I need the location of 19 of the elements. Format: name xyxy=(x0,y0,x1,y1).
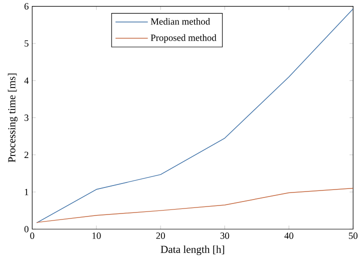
x-tick-label: 50 xyxy=(348,232,358,239)
y-tick-label: 0 xyxy=(24,226,28,232)
y-tick-label: 6 xyxy=(24,3,29,10)
x-tick-label: 40 xyxy=(284,232,294,239)
legend-label: Proposed method xyxy=(150,34,216,43)
y-tick-label: 5 xyxy=(24,40,28,46)
y-tick-label: 2 xyxy=(24,152,28,158)
y-tick-label: 3 xyxy=(24,114,28,121)
line-series xyxy=(36,188,354,223)
y-tick-label: 1 xyxy=(24,188,28,195)
x-axis-title: Data length [h] xyxy=(160,245,224,255)
x-tick-label: 20 xyxy=(156,232,165,239)
x-tick-label: 30 xyxy=(220,232,230,239)
x-tick-label: 10 xyxy=(92,232,101,239)
line-series xyxy=(36,8,354,224)
x-tick-label: 0 xyxy=(30,232,34,239)
y-tick-label: 4 xyxy=(24,77,29,84)
legend-label: Median method xyxy=(150,18,210,25)
y-axis-title: Processing time [ms] xyxy=(8,73,18,162)
